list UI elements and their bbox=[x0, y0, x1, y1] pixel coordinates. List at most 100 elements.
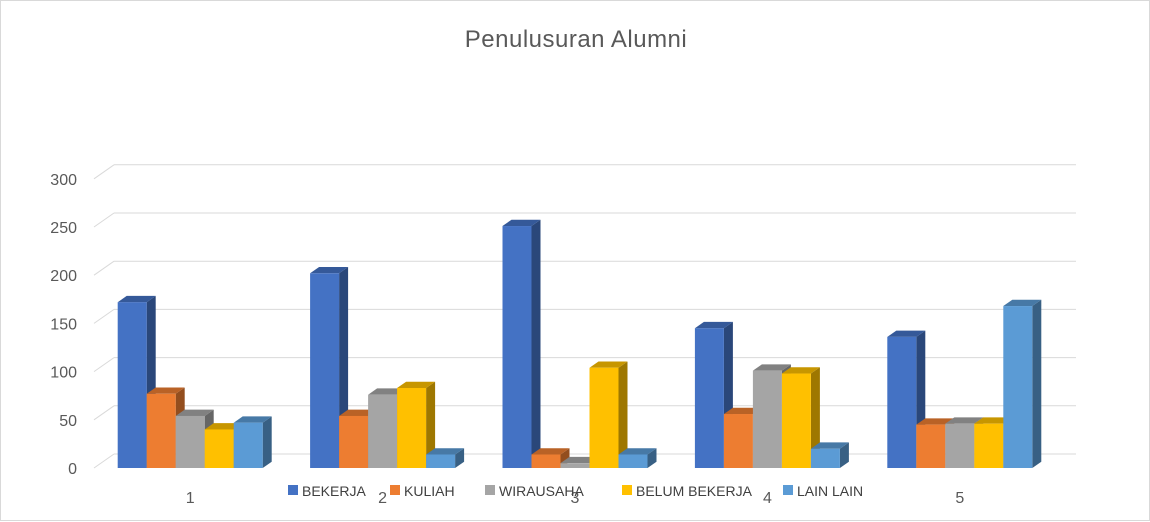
bar-top bbox=[694, 321, 733, 329]
legend-label: WIRAUSAHA bbox=[499, 483, 584, 499]
legend: BEKERJA KULIAH WIRAUSAHA BELUM BEKERJA LAIN … bbox=[288, 483, 863, 499]
y-tick-label: 50 bbox=[59, 413, 77, 430]
bar-front bbox=[339, 415, 369, 468]
legend-label: BELUM BEKERJA bbox=[636, 483, 753, 499]
bar-front bbox=[945, 423, 975, 468]
legend-item-belum-bekerja: BELUM BEKERJA bbox=[622, 483, 753, 499]
bar-side bbox=[531, 219, 541, 468]
legend-item-bekerja: BEKERJA bbox=[288, 483, 366, 499]
gridline-depth bbox=[93, 308, 115, 324]
bar-top bbox=[810, 442, 849, 449]
bar-side bbox=[618, 361, 628, 468]
bar-side bbox=[647, 448, 657, 468]
bar-front bbox=[560, 463, 590, 468]
y-tick-label: 200 bbox=[50, 268, 77, 285]
legend-swatch bbox=[390, 485, 400, 495]
bar-front bbox=[1003, 306, 1033, 468]
bar-top bbox=[368, 388, 407, 395]
chart-title: Penulusuran Alumni bbox=[465, 26, 687, 53]
bar-side bbox=[810, 367, 820, 468]
bar-top bbox=[531, 448, 570, 455]
x-tick-label: 4 bbox=[763, 490, 772, 507]
x-axis-ticks: 1 2 3 4 5 bbox=[186, 490, 965, 507]
bar-top bbox=[781, 367, 820, 374]
bar-front bbox=[117, 302, 147, 468]
gridline-depth bbox=[93, 164, 115, 180]
bar-front bbox=[887, 336, 917, 468]
legend-item-wirausaha: WIRAUSAHA bbox=[485, 483, 584, 499]
bar-front bbox=[781, 373, 811, 468]
legend-swatch bbox=[485, 485, 495, 495]
legend-label: KULIAH bbox=[404, 483, 455, 499]
bar-lain-lain-5 bbox=[1003, 299, 1042, 468]
bar-front bbox=[368, 394, 398, 468]
x-tick-label: 2 bbox=[378, 490, 387, 507]
bars bbox=[117, 219, 1042, 468]
bar-top bbox=[945, 417, 984, 424]
bar-side bbox=[455, 448, 465, 468]
x-tick-label: 1 bbox=[186, 490, 195, 507]
x-tick-label: 3 bbox=[571, 490, 580, 507]
bar-top bbox=[146, 387, 185, 394]
legend-swatch bbox=[622, 485, 632, 495]
bar-front bbox=[204, 429, 234, 468]
y-tick-label: 100 bbox=[50, 365, 77, 382]
gridlines bbox=[93, 164, 1076, 469]
bar-lain-lain-3 bbox=[618, 448, 657, 468]
bar-top bbox=[916, 418, 955, 425]
bar-side bbox=[1032, 299, 1042, 468]
bar-front bbox=[974, 423, 1004, 468]
bar-top bbox=[887, 330, 926, 337]
legend-label: BEKERJA bbox=[302, 483, 366, 499]
bar-front bbox=[618, 454, 648, 468]
bar-top bbox=[974, 417, 1013, 424]
gridline-depth bbox=[93, 260, 115, 276]
y-axis-ticks: 0 50 100 150 200 250 300 bbox=[50, 172, 77, 478]
bar-top bbox=[117, 295, 156, 303]
bar-front bbox=[175, 415, 205, 468]
bar-front bbox=[810, 448, 840, 468]
bar-top bbox=[1003, 299, 1042, 307]
gridline-depth bbox=[93, 453, 115, 469]
bar-belum-bekerja-4 bbox=[781, 367, 820, 468]
legend-swatch bbox=[288, 485, 298, 495]
bar-front bbox=[502, 226, 532, 468]
gridline-depth bbox=[93, 405, 115, 421]
bar-top bbox=[233, 416, 272, 423]
bar-front bbox=[233, 422, 263, 468]
bar-lain-lain-4 bbox=[810, 442, 849, 468]
bar-top bbox=[723, 407, 762, 415]
bar-top bbox=[397, 381, 436, 388]
bar-top bbox=[502, 219, 541, 227]
bar-front bbox=[531, 454, 561, 468]
gridline-depth bbox=[93, 212, 115, 228]
legend-item-lain-lain: LAIN LAIN bbox=[783, 483, 863, 499]
bar-front bbox=[310, 273, 340, 468]
bar-top bbox=[339, 409, 378, 416]
bar-top bbox=[426, 448, 465, 455]
y-tick-label: 250 bbox=[50, 220, 77, 237]
bar-front bbox=[426, 454, 456, 468]
bar-top bbox=[752, 364, 791, 371]
gridline-depth bbox=[93, 357, 115, 373]
x-tick-label: 5 bbox=[955, 490, 964, 507]
bar-front bbox=[723, 414, 753, 468]
bar-front bbox=[694, 328, 724, 468]
bar-top bbox=[175, 409, 214, 416]
bar-front bbox=[916, 424, 946, 468]
legend-swatch bbox=[783, 485, 793, 495]
bar-top bbox=[560, 456, 599, 464]
y-tick-label: 150 bbox=[50, 316, 77, 333]
bar-bekerja-3 bbox=[502, 219, 541, 468]
bar-front bbox=[146, 393, 176, 468]
bar-side bbox=[839, 442, 849, 468]
bar-top bbox=[618, 448, 657, 455]
y-tick-label: 0 bbox=[68, 461, 77, 478]
bar-front bbox=[752, 370, 782, 468]
bar-lain-lain-1 bbox=[233, 416, 272, 468]
y-tick-label: 300 bbox=[50, 172, 77, 189]
legend-label: LAIN LAIN bbox=[797, 483, 863, 499]
bar-top bbox=[204, 423, 243, 430]
